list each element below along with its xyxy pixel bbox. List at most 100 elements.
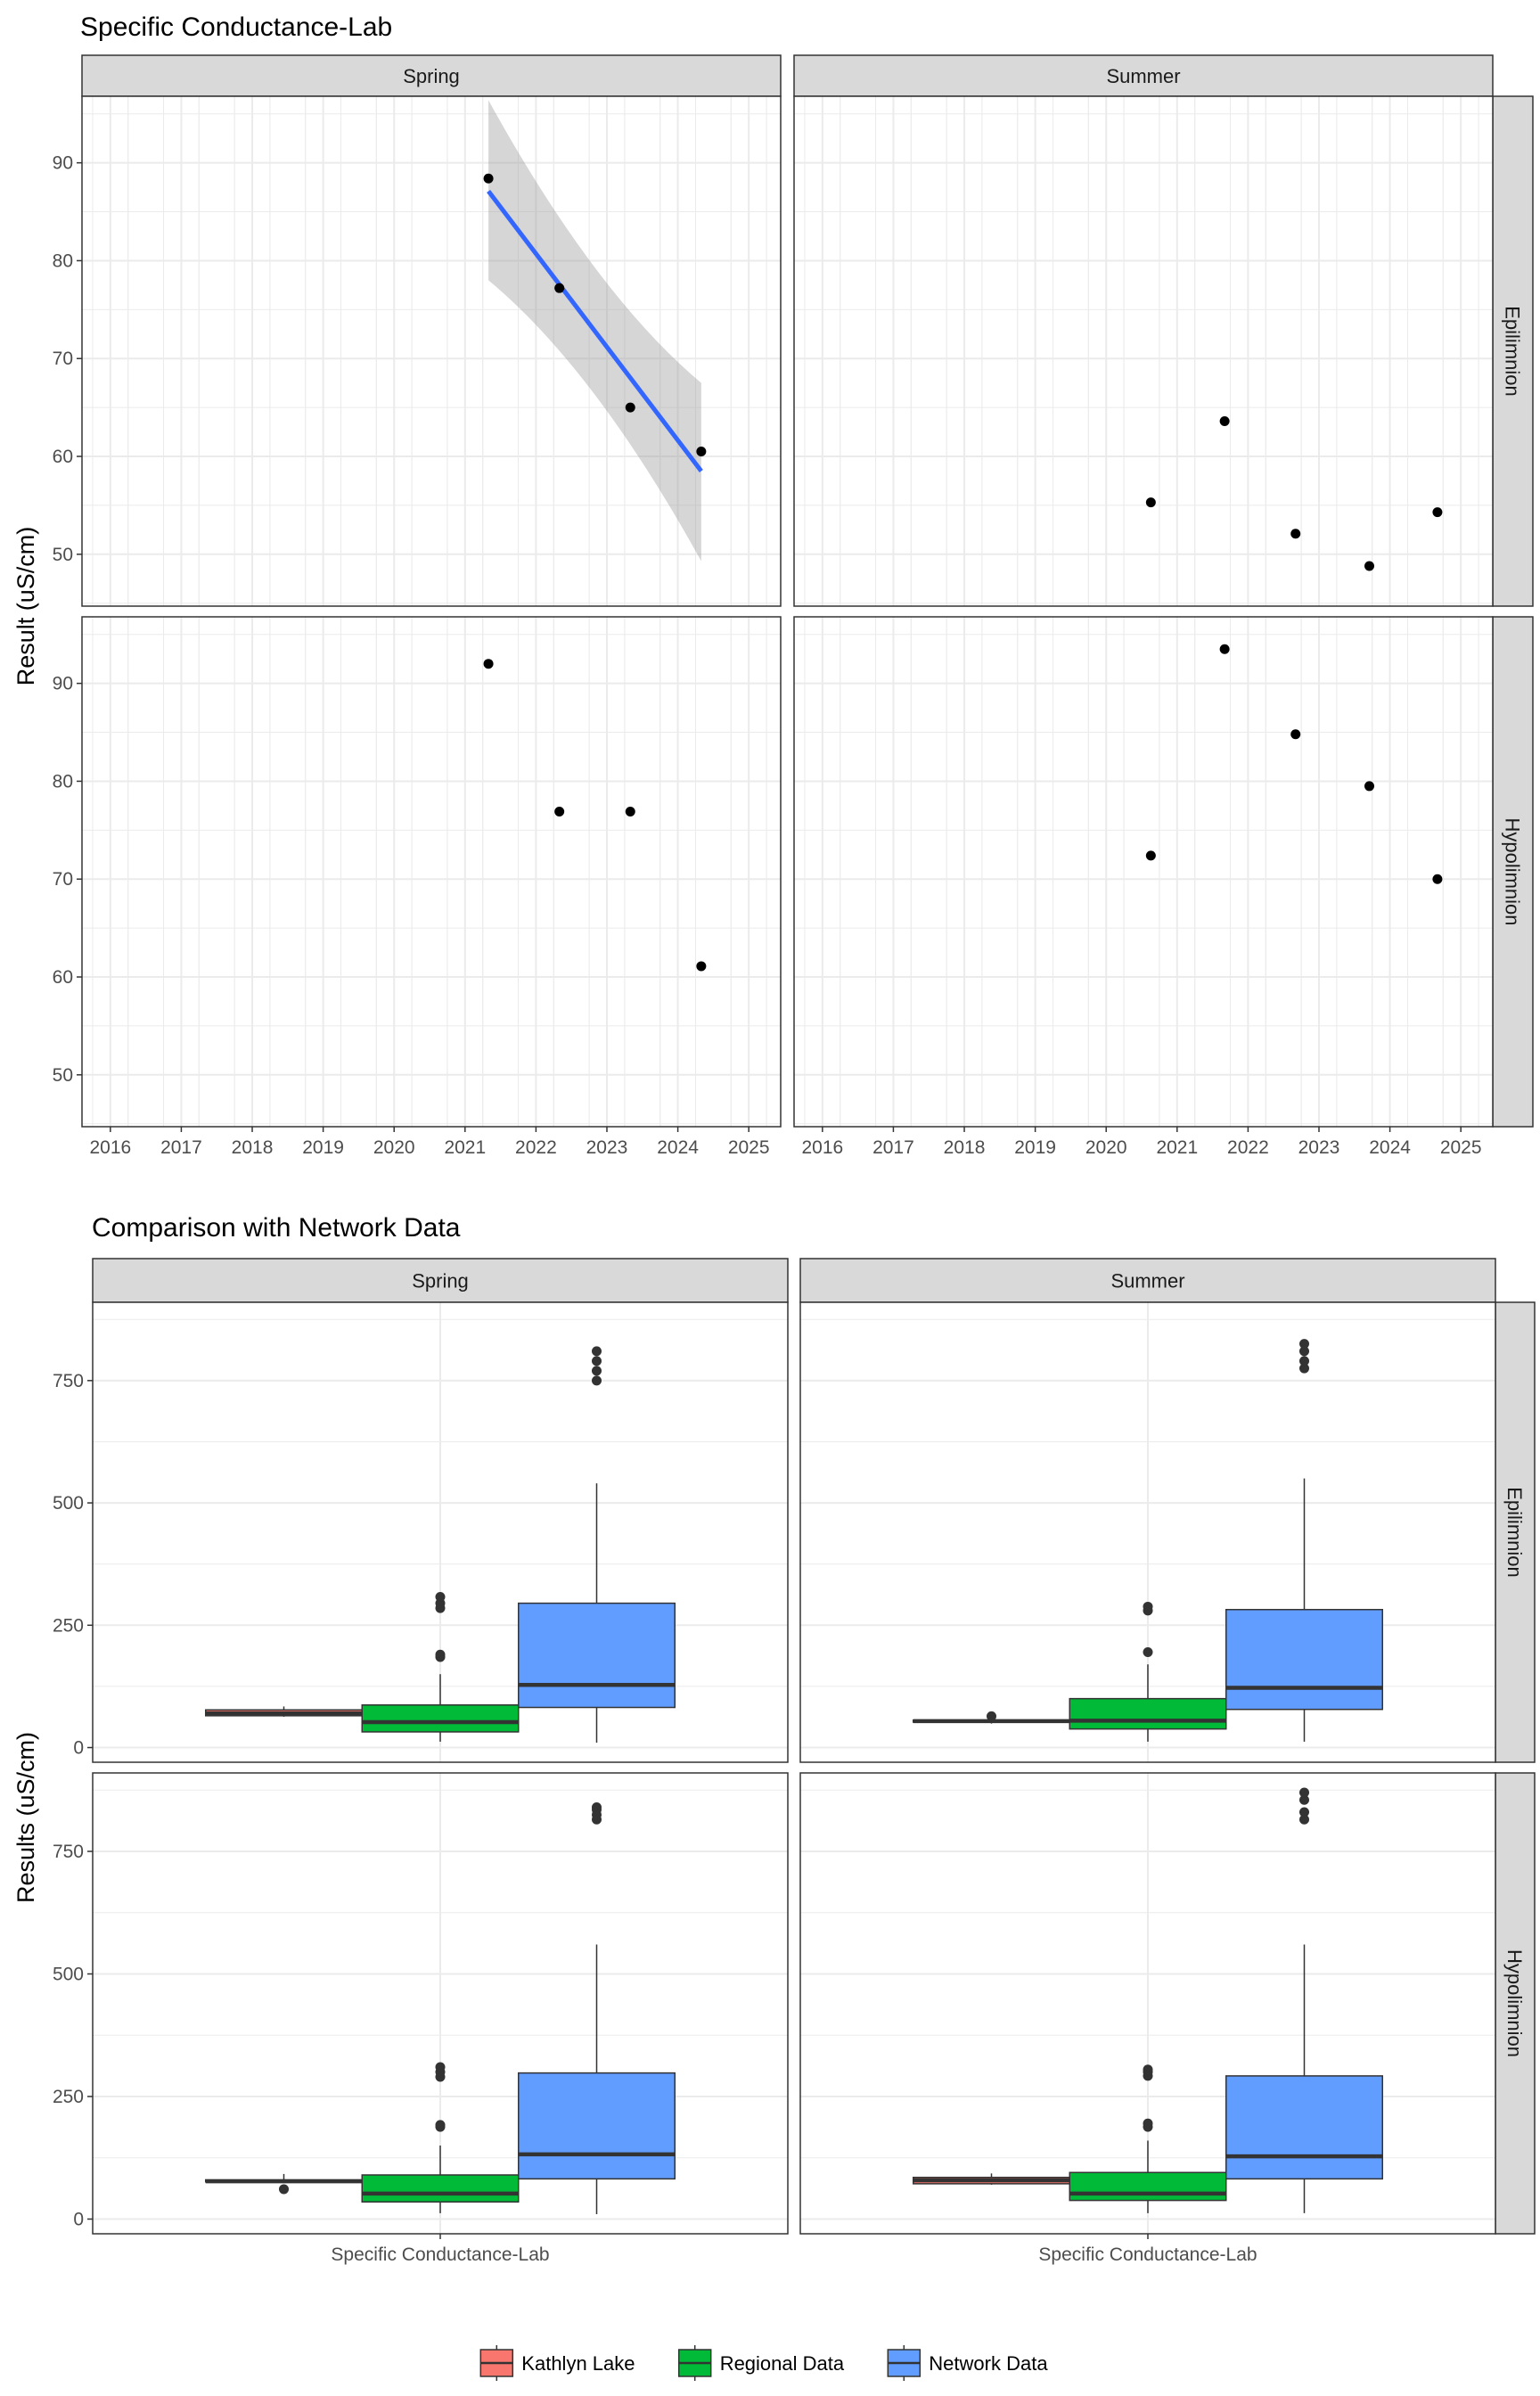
x-tick-label: 2024 [657, 1137, 699, 1158]
box-outlier [1299, 1807, 1309, 1818]
y-tick-label: 70 [53, 349, 73, 369]
box-outlier [1299, 1794, 1309, 1805]
facet-strip-hypolimnion [1495, 1772, 1536, 2235]
box-iqr [1069, 2171, 1227, 2202]
panel-summer-epilimnion [793, 95, 1494, 607]
box-regional-data [361, 1591, 520, 1742]
data-point [1290, 529, 1301, 539]
box-outlier [592, 1356, 602, 1366]
facet-strip-epilimnion [1495, 1301, 1536, 1763]
panel-border [92, 1301, 789, 1763]
box-chart-y-axis-label: Results (uS/cm) [12, 1732, 39, 1903]
box-network-data [518, 1346, 676, 1744]
facet-strip-label-summer: Summer [1106, 65, 1180, 87]
panel-spring-hypolimnion: 0 250 500 750 Specific Conductance-Lab [53, 1772, 789, 2265]
box-network-data [518, 1802, 676, 2214]
box-outlier [987, 1711, 996, 1721]
box-outlier [592, 1366, 602, 1376]
y-tick-label: 250 [53, 1615, 84, 1636]
x-tick-label: 2022 [515, 1137, 557, 1158]
box-chart-title: Comparison with Network Data [92, 1213, 461, 1243]
facet-strip-spring [92, 1258, 789, 1303]
box-outlier [1143, 2064, 1153, 2075]
y-tick-label: 90 [53, 153, 73, 174]
panel-spring-hypolimnion: 50 60 70 80 90 2016 2017 2018 2019 2020 2021 2022 20… [53, 616, 782, 1158]
box-chart-legend: Kathlyn Lake Regional Data Network Data [479, 2345, 1048, 2381]
facet-strip-label-epilimnion: Epilimnion [1503, 1487, 1526, 1578]
box-outlier [1143, 2118, 1153, 2129]
x-tick-label: 2019 [302, 1137, 344, 1158]
facet-strip-label-hypolimnion: Hypolimnion [1503, 1949, 1526, 2057]
box-regional-data [1069, 2064, 1227, 2213]
facet-strip-epilimnion [1492, 95, 1534, 607]
data-point [1432, 874, 1443, 884]
y-tick-label: 50 [53, 1065, 73, 1086]
data-point [696, 447, 707, 457]
box-network-data [1225, 1339, 1383, 1742]
panel-summer-hypolimnion: 2016 2017 2018 2019 2020 2021 2022 2023 2024 2025 [793, 616, 1494, 1158]
y-tick-label: 0 [73, 2210, 84, 2230]
x-tick-label: 2022 [1227, 1137, 1269, 1158]
x-tick-label: 2017 [872, 1137, 914, 1158]
box-outlier [1143, 1646, 1153, 1657]
box-outlier [435, 2062, 446, 2072]
panel-border [793, 616, 1494, 1128]
legend-item-regional-data: Regional Data [677, 2345, 845, 2381]
y-tick-label: 60 [53, 447, 73, 467]
x-tick-label: 2023 [586, 1137, 628, 1158]
legend-item-kathlyn-lake: Kathlyn Lake [479, 2345, 635, 2381]
y-tick-label: 60 [53, 967, 73, 988]
data-point [1145, 850, 1156, 861]
x-tick-label: 2023 [1298, 1137, 1340, 1158]
box-outlier [1299, 1814, 1309, 1825]
box-outlier [279, 2184, 289, 2195]
panel-background [82, 617, 781, 1127]
data-point [696, 961, 707, 972]
box-outlier [1299, 1787, 1309, 1798]
facet-strip-label-summer: Summer [1110, 1270, 1184, 1292]
box-outlier [1299, 1339, 1309, 1350]
facet-strip-label-epilimnion: Epilimnion [1502, 306, 1524, 397]
x-tick-label: Specific Conductance-Lab [1038, 2244, 1257, 2265]
legend-item-network-data: Network Data [887, 2345, 1048, 2381]
box-chart: Comparison with Network Data Results (uS… [12, 1213, 1536, 2381]
box-network-data [1225, 1787, 1383, 2213]
x-tick-label: 2025 [1440, 1137, 1482, 1158]
box-outlier [435, 2120, 446, 2130]
data-point [483, 173, 494, 184]
facet-strip-label-hypolimnion: Hypolimnion [1502, 817, 1524, 925]
trend-chart-y-axis-label: Result (uS/cm) [12, 527, 39, 686]
panel-border [81, 616, 782, 1128]
box-outlier [1143, 1601, 1153, 1612]
y-tick-label: 500 [53, 1965, 84, 1985]
box-iqr [361, 1704, 520, 1733]
data-point [1145, 497, 1156, 508]
panel-spring-epilimnion: 50 60 70 80 90 [53, 95, 782, 607]
panel-border [81, 95, 782, 607]
panel-spring-epilimnion: 0 250 500 750 [53, 1301, 789, 1763]
facet-strip-summer [793, 54, 1494, 97]
facet-strip-label-spring: Spring [403, 65, 460, 87]
x-tick-label: 2017 [160, 1137, 202, 1158]
y-tick-label: 750 [53, 1371, 84, 1391]
data-point [1364, 781, 1375, 792]
y-tick-label: 70 [53, 869, 73, 890]
trend-chart-panels: Spring Summer Epilimnion Hypolimnion 50 60 70 8… [53, 54, 1534, 1158]
box-iqr [518, 1602, 676, 1709]
panel-background [794, 96, 1493, 606]
x-tick-label: 2016 [89, 1137, 131, 1158]
panel-border [799, 1301, 1496, 1763]
data-point [483, 659, 494, 669]
data-point [1290, 729, 1301, 740]
data-point [625, 806, 635, 816]
box-chart-panels: Spring Summer Epilimnion Hypolimnion 0 250 500… [53, 1258, 1536, 2265]
box-iqr [1069, 1697, 1227, 1730]
y-tick-label: 80 [53, 771, 73, 792]
data-point [1219, 644, 1230, 654]
box-outlier [1299, 1356, 1309, 1366]
legend-label: Kathlyn Lake [521, 2352, 635, 2375]
x-tick-label: 2024 [1369, 1137, 1411, 1158]
box-regional-data [361, 2062, 520, 2213]
data-point [554, 283, 565, 293]
box-outlier [1299, 1346, 1309, 1357]
